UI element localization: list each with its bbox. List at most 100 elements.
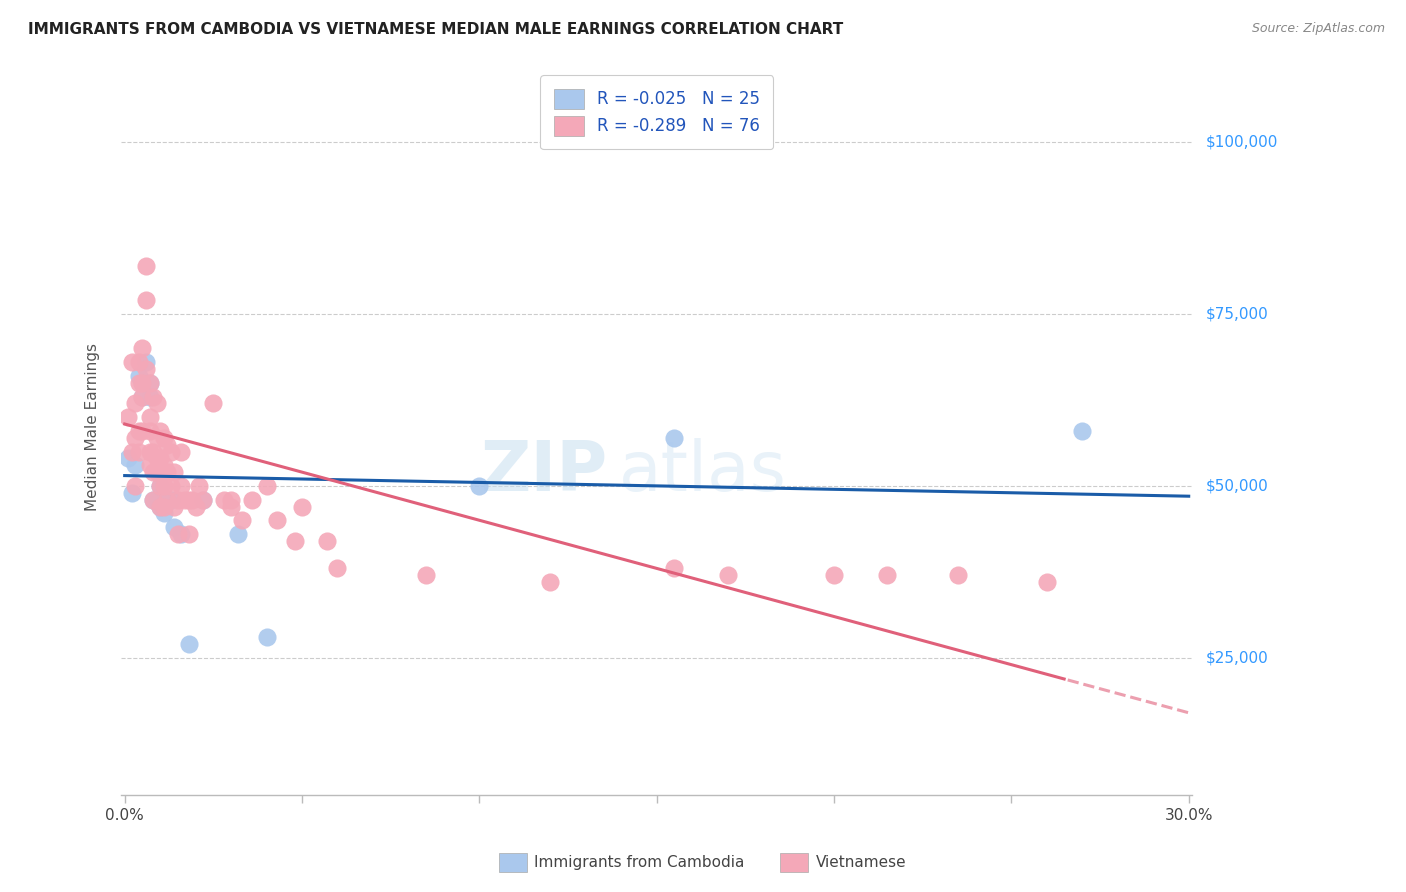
Point (159, 492, 181, 507)
Point (124, 396, 146, 410)
Point (159, 479, 181, 493)
Point (124, 431, 146, 445)
Point (219, 492, 242, 507)
Text: $25,000: $25,000 (1206, 650, 1268, 665)
Point (177, 637, 200, 651)
Point (664, 561, 686, 575)
Point (167, 492, 190, 507)
Point (131, 424, 153, 438)
Point (468, 479, 491, 493)
Point (135, 293, 157, 308)
Point (163, 520, 186, 534)
Point (131, 342, 153, 356)
Point (170, 479, 193, 493)
Point (163, 465, 186, 479)
Point (717, 568, 740, 582)
Point (240, 492, 263, 507)
Point (149, 500, 172, 514)
Point (128, 368, 150, 383)
Point (142, 390, 165, 404)
Point (177, 492, 200, 507)
Point (315, 533, 337, 548)
Point (149, 451, 172, 466)
Point (124, 479, 146, 493)
Point (226, 527, 249, 541)
Point (142, 492, 165, 507)
Text: Source: ZipAtlas.com: Source: ZipAtlas.com (1251, 22, 1385, 36)
Point (135, 362, 157, 376)
Point (138, 458, 160, 473)
Text: $50,000: $50,000 (1206, 478, 1268, 493)
Point (191, 492, 214, 507)
Point (170, 444, 193, 458)
Point (156, 492, 179, 507)
Point (121, 485, 143, 500)
Text: ZIP: ZIP (481, 438, 609, 505)
Point (142, 465, 165, 479)
Point (128, 424, 150, 438)
Point (149, 500, 172, 514)
Point (177, 527, 200, 541)
Point (138, 444, 160, 458)
Point (219, 500, 242, 514)
Point (291, 500, 314, 514)
Point (664, 431, 686, 445)
Point (135, 355, 157, 369)
Point (184, 500, 207, 514)
Point (138, 410, 160, 425)
Point (191, 492, 214, 507)
Point (131, 376, 153, 390)
Point (212, 492, 235, 507)
Point (174, 492, 197, 507)
Point (156, 492, 179, 507)
Point (415, 568, 437, 582)
Text: IMMIGRANTS FROM CAMBODIA VS VIETNAMESE MEDIAN MALE EARNINGS CORRELATION CHART: IMMIGRANTS FROM CAMBODIA VS VIETNAMESE M… (28, 22, 844, 37)
Point (145, 396, 167, 410)
Point (152, 507, 174, 521)
Point (256, 630, 278, 644)
Point (142, 492, 165, 507)
Point (159, 444, 181, 458)
Point (124, 458, 146, 473)
Point (876, 568, 898, 582)
Point (131, 390, 153, 404)
Point (145, 465, 167, 479)
Point (156, 465, 179, 479)
Point (128, 355, 150, 369)
Point (128, 444, 150, 458)
Point (131, 390, 153, 404)
Point (145, 451, 167, 466)
Point (1036, 575, 1059, 590)
Point (823, 568, 845, 582)
Point (231, 513, 253, 527)
Point (163, 500, 186, 514)
Point (149, 479, 172, 493)
Point (117, 451, 139, 466)
Point (188, 479, 211, 493)
Y-axis label: Median Male Earnings: Median Male Earnings (86, 343, 100, 511)
Text: atlas: atlas (619, 438, 787, 505)
Text: $75,000: $75,000 (1206, 307, 1268, 321)
Point (131, 376, 153, 390)
Point (284, 533, 307, 548)
Point (266, 513, 288, 527)
Point (138, 376, 160, 390)
Point (121, 355, 143, 369)
Point (152, 500, 174, 514)
Point (149, 424, 172, 438)
Point (142, 444, 165, 458)
Point (138, 390, 160, 404)
Point (1071, 424, 1094, 438)
Point (128, 376, 150, 390)
Point (156, 437, 179, 451)
Point (326, 561, 349, 575)
Legend: R = -0.025   N = 25, R = -0.289   N = 76: R = -0.025 N = 25, R = -0.289 N = 76 (540, 75, 773, 149)
Point (138, 376, 160, 390)
Point (181, 492, 204, 507)
Point (138, 424, 160, 438)
Point (135, 259, 157, 273)
Point (117, 410, 139, 425)
Point (152, 458, 174, 473)
Text: $100,000: $100,000 (1206, 135, 1278, 150)
Point (167, 527, 190, 541)
